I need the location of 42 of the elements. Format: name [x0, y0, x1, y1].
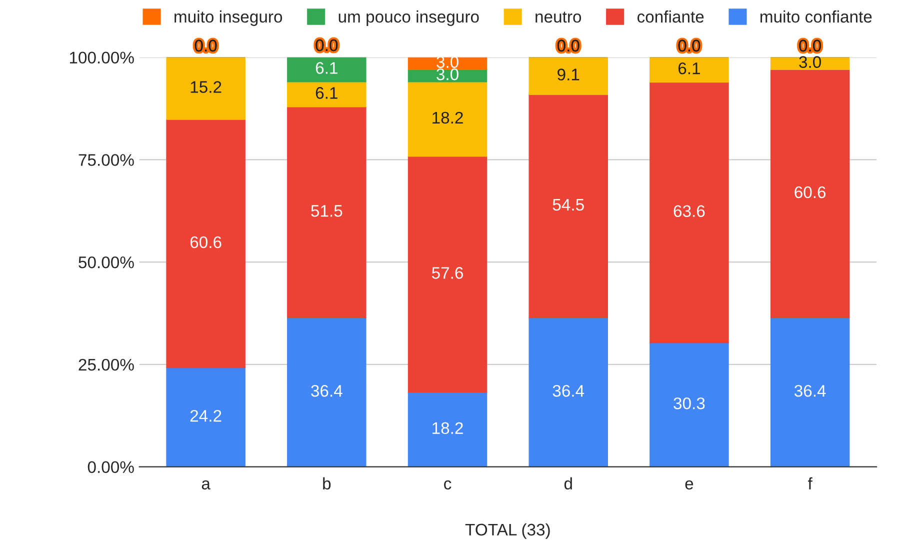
data-label: 0.0	[194, 40, 217, 52]
x-axis-title: TOTAL (33)	[465, 523, 550, 539]
data-label: 63.6	[674, 205, 705, 218]
legend-label: confiante	[637, 10, 704, 23]
x-tick-label: a	[202, 480, 210, 490]
y-tick-label: 25.00%	[78, 358, 134, 371]
legend-label: muito inseguro	[174, 10, 282, 26]
data-label: 9.1	[558, 68, 580, 80]
data-label: 0.0	[316, 39, 338, 52]
x-tick-label: b	[323, 477, 331, 490]
data-label: 54.5	[552, 199, 584, 211]
data-label: 15.2	[190, 81, 222, 93]
y-tick-label: 0.00%	[88, 461, 134, 474]
data-label: 0.0	[678, 40, 700, 52]
x-tick-label: f	[808, 477, 812, 490]
x-tick-label: c	[444, 480, 452, 490]
data-label: 0.0	[557, 40, 580, 52]
data-label: 18.2	[432, 422, 463, 434]
y-tick-label: 75.00%	[78, 154, 134, 166]
data-label: 30.3	[674, 397, 705, 410]
data-label: 24.2	[190, 410, 222, 422]
data-label: 60.6	[794, 186, 826, 198]
data-label: 6.1	[678, 62, 700, 74]
legend-label: neutro	[536, 12, 582, 23]
data-label: 6.1	[316, 62, 338, 74]
data-label: 3.0	[436, 68, 458, 80]
data-label: 36.4	[552, 384, 584, 397]
legend-label: muito confiante	[760, 10, 872, 23]
legend-label: um pouco inseguro	[338, 10, 479, 26]
data-label: 0.0	[799, 40, 821, 52]
data-label: 18.2	[432, 112, 463, 124]
data-label: 36.4	[794, 384, 826, 397]
data-label: 3.0	[799, 56, 821, 68]
data-label: 57.6	[432, 267, 463, 279]
data-label: 51.5	[311, 205, 342, 217]
x-tick-label: e	[685, 480, 694, 490]
data-label: 60.6	[190, 236, 222, 248]
data-label: 36.4	[311, 384, 342, 397]
x-tick-label: d	[564, 477, 572, 490]
data-label: 6.1	[316, 87, 338, 99]
y-tick-label: 100.00%	[70, 52, 134, 64]
y-tick-label: 50.00%	[78, 256, 134, 268]
